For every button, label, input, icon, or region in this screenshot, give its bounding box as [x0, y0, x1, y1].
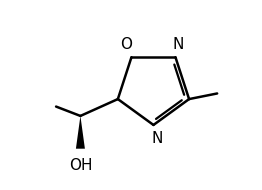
- Text: OH: OH: [69, 158, 92, 173]
- Polygon shape: [76, 116, 85, 149]
- Text: N: N: [151, 131, 163, 146]
- Text: O: O: [120, 37, 132, 52]
- Text: N: N: [173, 37, 184, 52]
